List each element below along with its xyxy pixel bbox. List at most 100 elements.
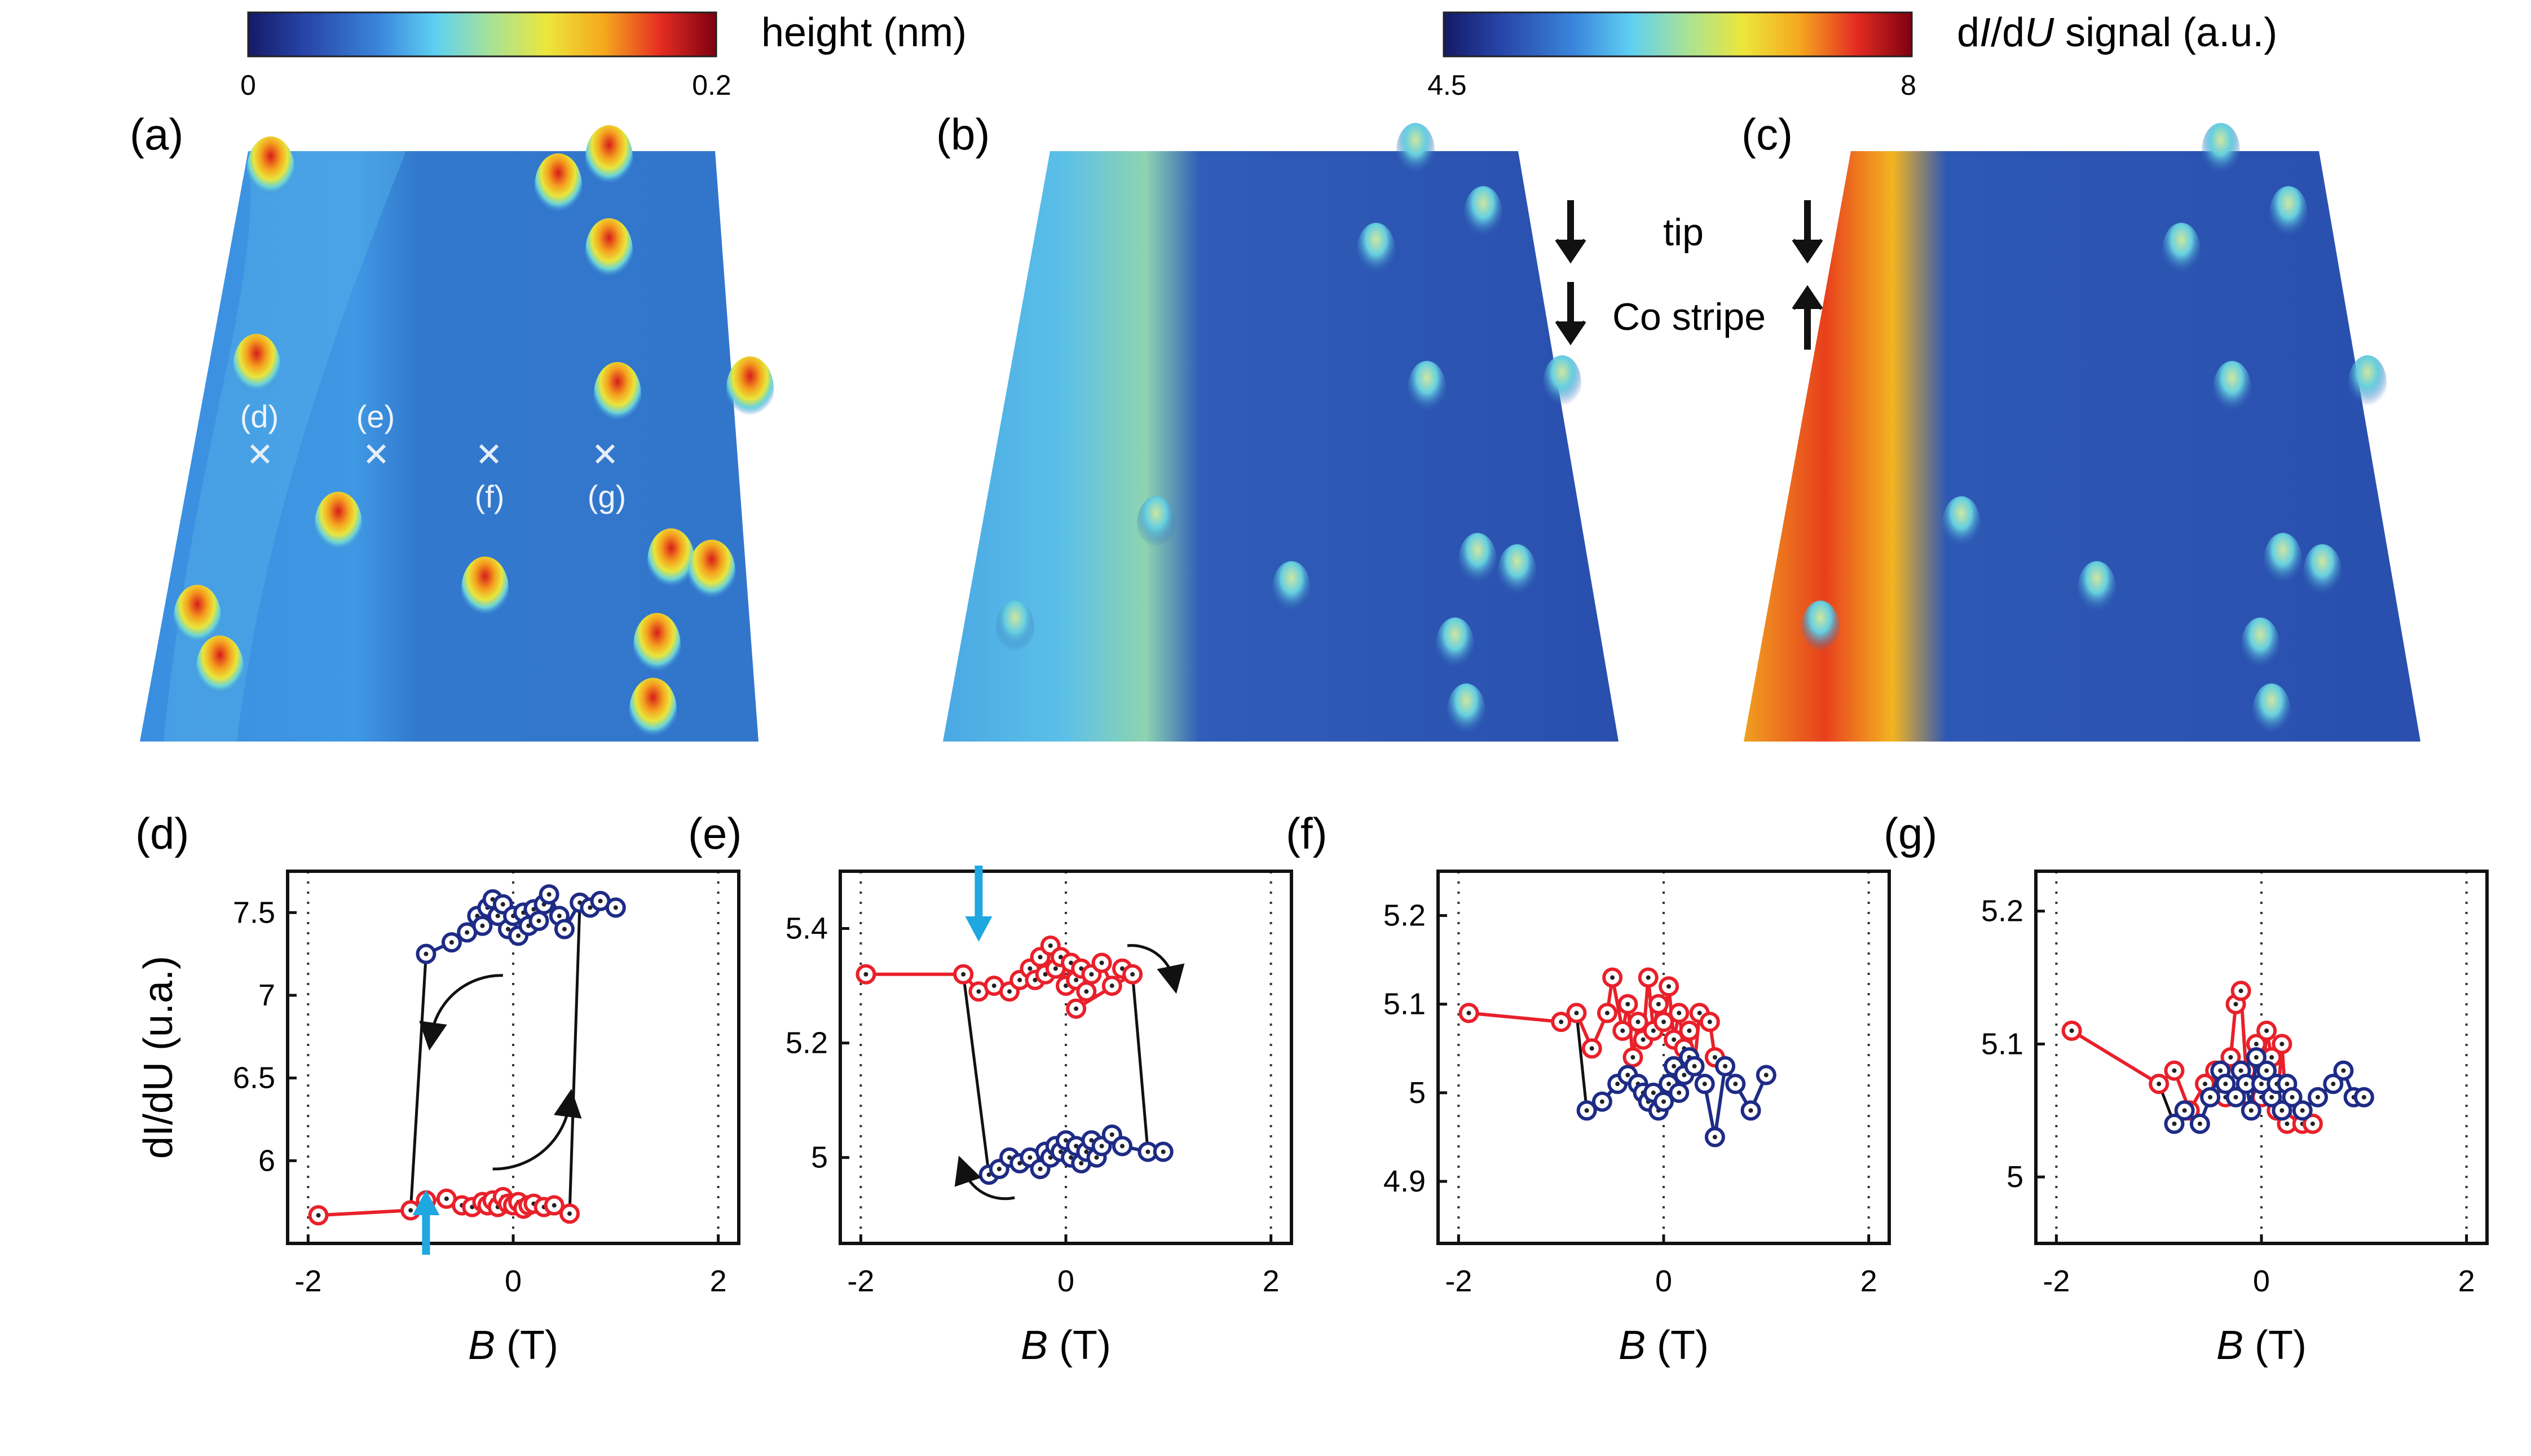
point-dot-1-1-20 [1145, 1149, 1150, 1154]
point-dot-2-1-1 [1599, 1099, 1604, 1104]
point-dot-2-0-22 [1707, 1020, 1712, 1025]
panel-b-letter: (b) [936, 109, 990, 159]
point-dot-2-1-20 [1748, 1108, 1753, 1113]
point-dot-3-1-7 [2238, 1068, 2243, 1073]
point-dot-3-1-12 [2264, 1068, 2269, 1073]
point-dot-3-1-11 [2259, 1082, 2264, 1087]
point-dot-0-1-1 [449, 940, 454, 945]
point-dot-1-1-2 [1007, 1155, 1012, 1160]
island-b-9 [996, 601, 1034, 657]
point-dot-3-0-17 [2279, 1042, 2285, 1047]
point-dot-3-1-2 [2197, 1121, 2202, 1126]
point-dot-1-0-20 [1109, 983, 1114, 989]
point-dot-1-0-2 [976, 989, 981, 994]
point-dot-1-0-14 [1069, 960, 1074, 965]
point-dot-3-1-21 [2341, 1068, 2346, 1073]
chart-2: (f) -2 0 2 4.9 5 5.1 5.2 B (T) [1286, 809, 1891, 1368]
curved-arrow-0-1 [492, 1088, 582, 1171]
curved-arrow-1-0 [1127, 944, 1185, 994]
point-dot-3-1-5 [2223, 1082, 2228, 1087]
point-dot-3-1-4 [2218, 1068, 2223, 1073]
island-c-7 [2264, 533, 2302, 589]
point-dot-3-0-2 [2172, 1068, 2177, 1073]
ytick-label-2-1: 5 [1409, 1076, 1426, 1110]
point-dot-3-1-1 [2182, 1108, 2187, 1113]
point-dot-1-0-0 [863, 972, 868, 977]
xtick-label-2-1: 0 [1655, 1264, 1672, 1298]
panel-c-islands [1801, 123, 2387, 740]
point-dot-2-0-13 [1656, 1001, 1661, 1007]
island-c-0 [2202, 123, 2240, 179]
point-dot-3-0-9 [2238, 989, 2243, 994]
hysteresis-plots: (d) -2 0 2 6 6.5 7 7.5 B (T) dI/dU (u.a.) (e) -2 0 2 5… [135, 809, 2489, 1368]
panel-a-stripe [164, 151, 406, 742]
point-dot-2-0-15 [1666, 984, 1672, 989]
point-dot-2-0-23 [1712, 1055, 1717, 1060]
point-dot-1-0-6 [1028, 966, 1033, 971]
point-dot-1-0-15 [1074, 977, 1079, 982]
point-dot-0-1-2 [465, 930, 470, 935]
point-dot-0-1-9 [505, 926, 510, 932]
ytick-label-2-3: 5.2 [1383, 899, 1426, 933]
colorbar-didu-max: 8 [1901, 69, 1916, 101]
island-a-6 [726, 356, 774, 422]
point-dot-1-0-21 [1120, 966, 1125, 971]
island-b-4 [1408, 361, 1446, 417]
xtick-label-1-2: 2 [1263, 1264, 1280, 1298]
panel-a-letter: (a) [130, 109, 183, 159]
panel-c-surface [1744, 151, 2420, 742]
point-dot-1-1-15 [1089, 1138, 1094, 1143]
point-dot-0-1-21 [588, 905, 593, 910]
island-a-5 [594, 362, 641, 427]
marker-f: (f) [475, 479, 505, 514]
ytick-label-0-2: 7 [258, 978, 275, 1012]
island-b-5 [1137, 496, 1175, 553]
point-dot-2-0-1 [1559, 1020, 1564, 1025]
point-dot-2-1-19 [1733, 1082, 1738, 1087]
marker-e: (e) [356, 399, 395, 434]
point-dot-1-0-11 [1053, 966, 1058, 971]
xtick-label-3-0: -2 [2043, 1264, 2070, 1298]
panel-c: (c) [1741, 109, 2420, 742]
island-b-10 [1436, 617, 1474, 674]
island-c-1 [2269, 186, 2308, 242]
panel-b: (b) [936, 109, 1619, 742]
point-dot-0-0-18 [552, 1203, 557, 1208]
point-dot-3-1-17 [2290, 1095, 2295, 1100]
ytick-label-1-0: 5 [811, 1141, 828, 1175]
point-dot-0-0-19 [567, 1211, 572, 1216]
point-dot-1-0-10 [1048, 943, 1053, 948]
point-dot-2-1-7 [1651, 1090, 1656, 1095]
point-dot-1-0-17 [1084, 989, 1089, 994]
point-dot-2-0-21 [1697, 1011, 1702, 1016]
point-dot-1-0-22 [1130, 972, 1135, 977]
panel-c-letter: (c) [1741, 109, 1793, 159]
point-dot-0-1-15 [536, 919, 541, 923]
island-a-7 [315, 492, 362, 557]
point-dot-0-1-8 [500, 902, 505, 907]
point-dot-1-1-21 [1161, 1149, 1166, 1154]
point-dot-3-1-18 [2300, 1108, 2305, 1113]
point-dot-1-0-5 [1017, 977, 1022, 982]
point-dot-3-1-13 [2269, 1095, 2274, 1100]
point-dot-3-0-4 [2203, 1082, 2207, 1087]
point-dot-1-1-16 [1094, 1155, 1099, 1160]
point-dot-1-1-18 [1109, 1132, 1114, 1137]
cross-e [366, 444, 386, 464]
point-dot-1-1-3 [1017, 1161, 1022, 1166]
curved-arrow-0-0 [419, 974, 503, 1051]
point-dot-0-1-18 [557, 914, 562, 919]
point-dot-2-0-5 [1610, 975, 1615, 980]
island-b-2 [1357, 223, 1395, 279]
island-c-5 [1942, 496, 1981, 553]
point-dot-3-0-18 [2285, 1121, 2290, 1126]
point-dot-2-1-13 [1682, 1073, 1687, 1078]
island-a-10 [688, 540, 735, 605]
point-dot-0-1-19 [562, 926, 567, 932]
xtick-label-0-2: 2 [710, 1264, 727, 1298]
point-dot-3-1-3 [2208, 1095, 2213, 1100]
island-c-6 [2078, 561, 2116, 617]
stripe-arrow-b [1555, 282, 1586, 346]
stripe-arrow-c [1792, 285, 1823, 350]
